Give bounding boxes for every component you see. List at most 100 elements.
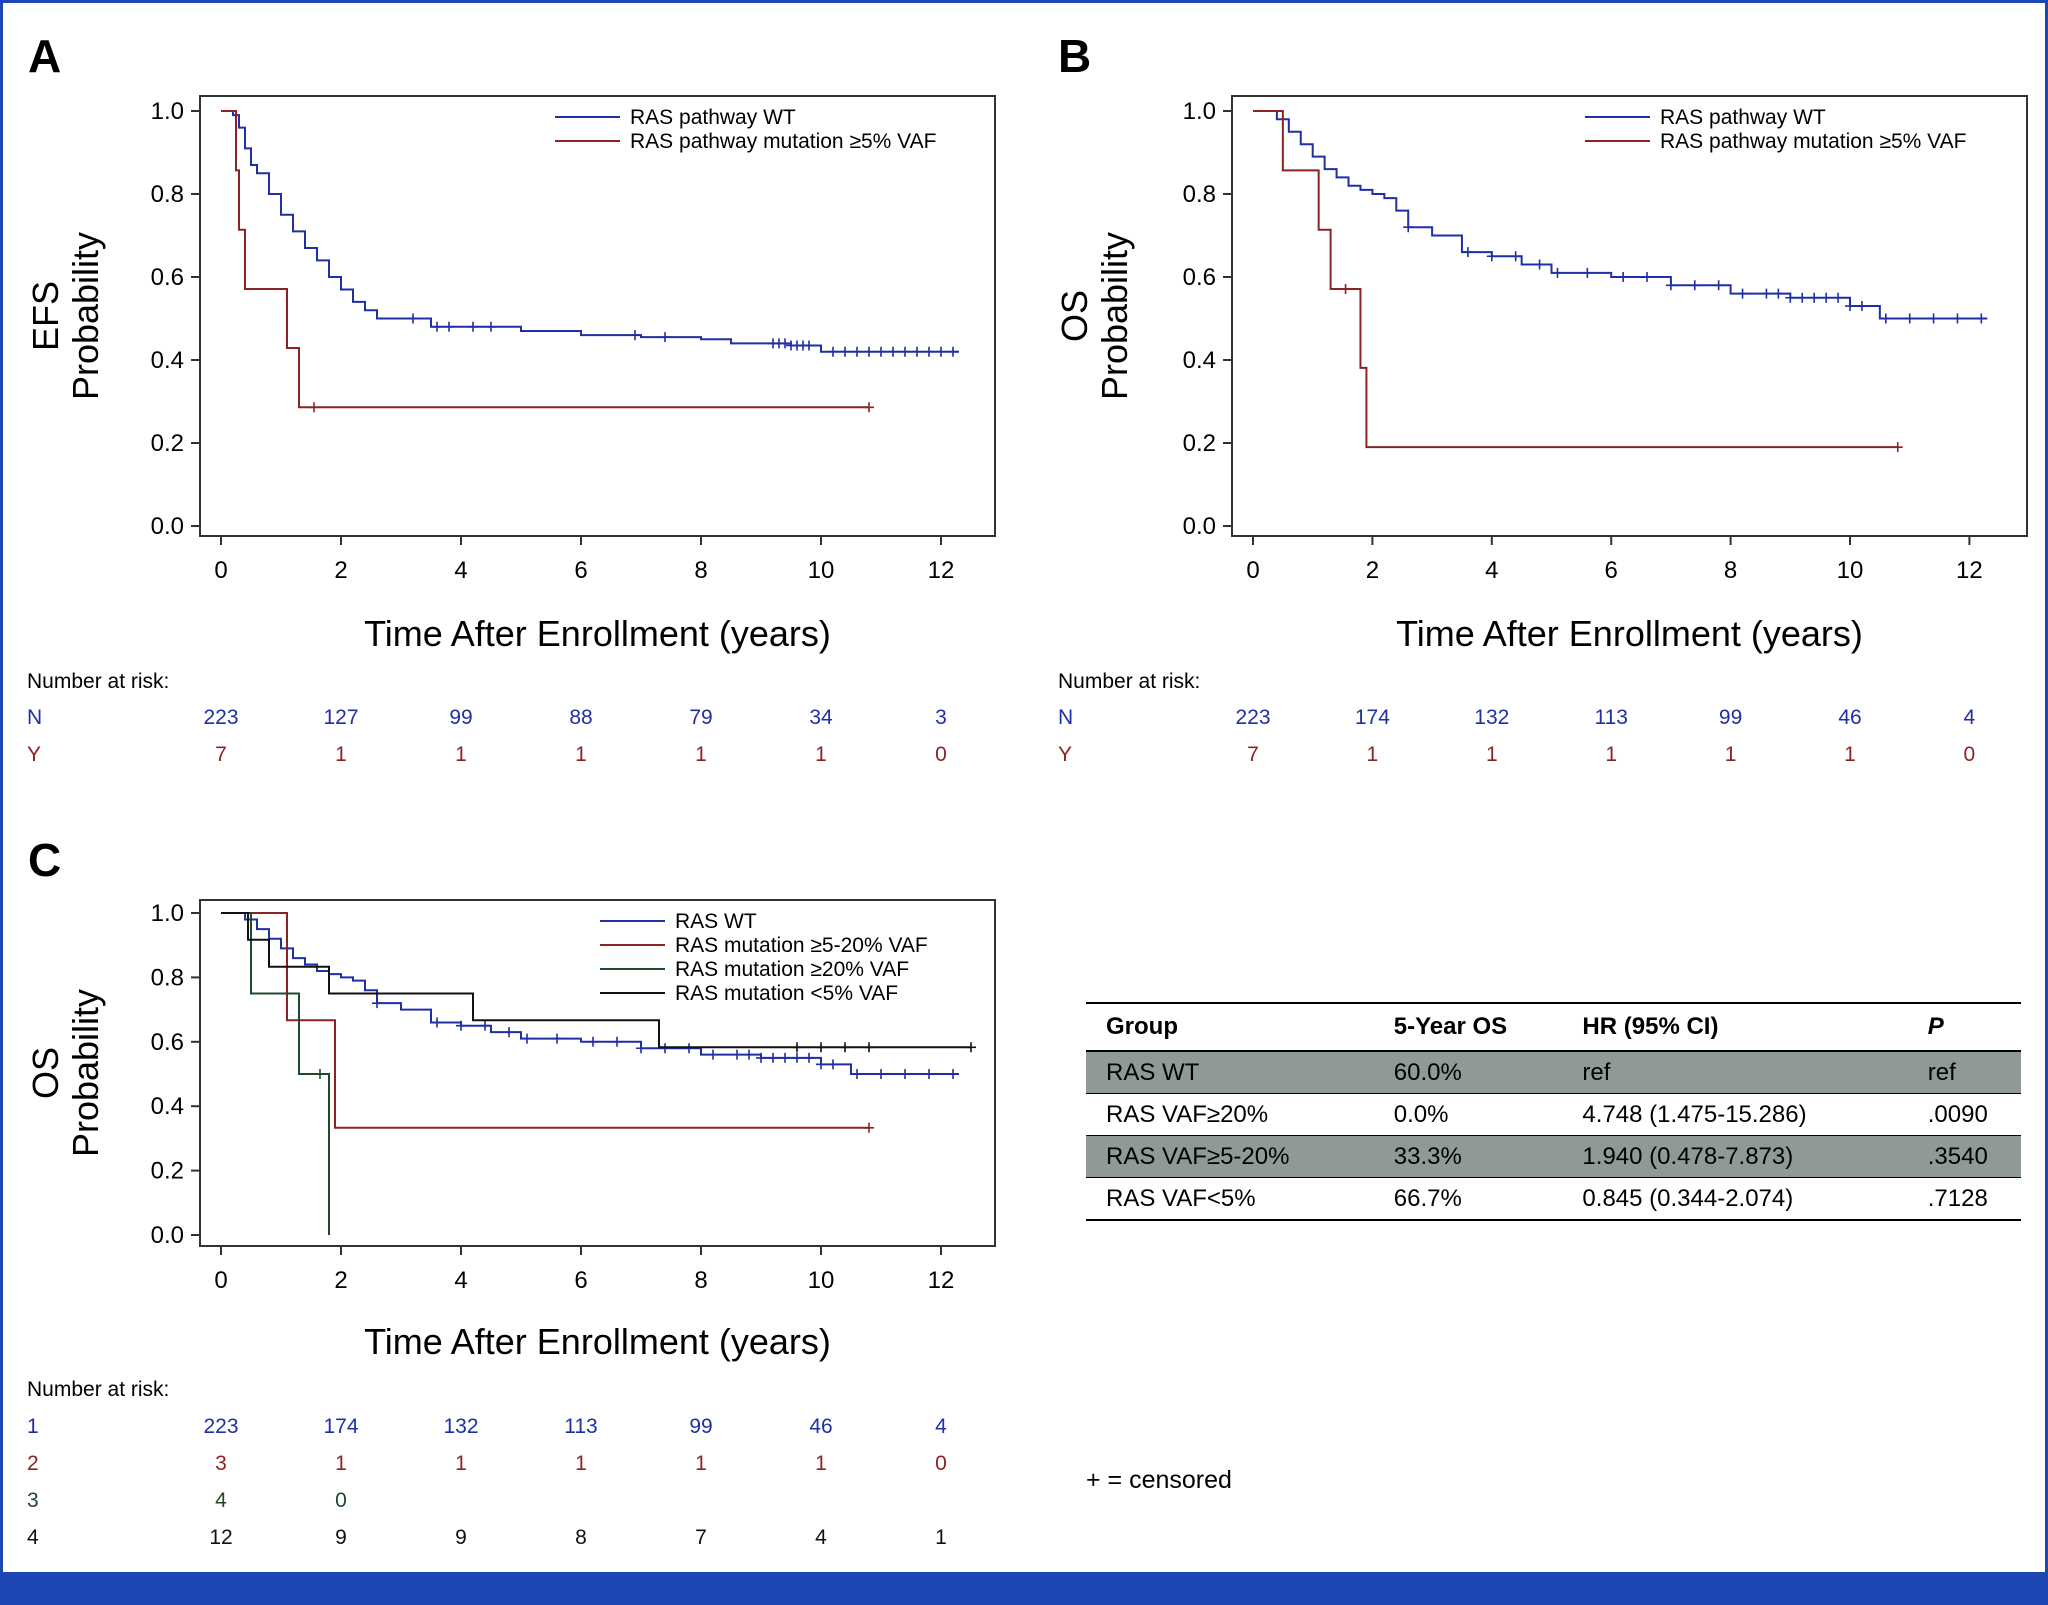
y-tick-label: 0.8 — [151, 181, 184, 208]
censor-mark — [1809, 292, 1820, 303]
censor-mark — [522, 1033, 532, 1044]
legend-label: RAS WT — [675, 910, 757, 933]
risk-count: 1 — [1725, 743, 1737, 766]
censor-mark — [432, 321, 442, 332]
risk-count: 4 — [935, 1415, 947, 1438]
risk-count: 99 — [449, 706, 472, 729]
censor-mark — [1952, 313, 1963, 324]
table-cell: ref — [1907, 1051, 2021, 1094]
frame-bottom-bar — [0, 1572, 2048, 1605]
risk-count: 1 — [1844, 743, 1856, 766]
y-tick-label: 0.6 — [151, 264, 184, 291]
censor-mark — [1797, 292, 1808, 303]
x-axis-label: Time After Enrollment (years) — [1396, 613, 1863, 654]
x-tick-label: 8 — [694, 557, 707, 584]
censor-note: + = censored — [1086, 1466, 1232, 1494]
x-tick-label: 2 — [334, 1267, 347, 1294]
risk-count: 223 — [1235, 706, 1270, 729]
risk-count: 46 — [1838, 706, 1861, 729]
summary-header-group: Group — [1086, 1003, 1374, 1052]
km-series-line — [221, 110, 869, 409]
risk-count: 1 — [935, 1526, 947, 1549]
risk-row-label: N — [1058, 706, 1073, 729]
table-cell: 66.7% — [1373, 1177, 1563, 1221]
censor-mark — [1785, 292, 1796, 303]
censor-mark — [900, 346, 910, 357]
risk-count: 0 — [1964, 743, 1976, 766]
censor-mark — [924, 1069, 934, 1079]
risk-count: 46 — [809, 1415, 832, 1438]
risk-count: 1 — [1486, 743, 1498, 766]
risk-count: 132 — [443, 1415, 478, 1438]
risk-count: 113 — [564, 1415, 597, 1438]
table-cell: .7128 — [1907, 1177, 2021, 1221]
risk-count: 113 — [1594, 706, 1627, 729]
censor-mark — [552, 1033, 562, 1044]
y-tick-label: 0.4 — [1183, 347, 1216, 374]
x-tick-label: 4 — [1485, 557, 1498, 584]
censor-mark — [444, 321, 454, 332]
risk-count: 0 — [335, 1489, 347, 1512]
x-tick-label: 12 — [1956, 557, 1983, 584]
panel-letter: A — [28, 30, 61, 82]
risk-count: 223 — [203, 1415, 238, 1438]
censor-mark — [828, 346, 838, 357]
panel-letter: B — [1058, 30, 1091, 82]
censor-mark — [1856, 301, 1867, 312]
risk-count: 1 — [815, 1452, 827, 1475]
censor-mark — [864, 1042, 874, 1053]
risk-count: 223 — [203, 706, 238, 729]
censor-mark — [1713, 280, 1724, 291]
table-cell: 60.0% — [1373, 1051, 1563, 1094]
censor-mark — [900, 1069, 910, 1079]
censor-mark — [1880, 313, 1891, 324]
censor-mark — [1486, 251, 1497, 262]
risk-row-label: N — [27, 706, 42, 729]
censor-mark — [636, 1043, 646, 1054]
censor-mark — [486, 321, 496, 332]
y-tick-label: 0.0 — [151, 513, 184, 540]
censor-mark — [816, 1059, 826, 1070]
table-cell: RAS WT — [1086, 1051, 1374, 1094]
risk-count: 9 — [335, 1526, 347, 1549]
y-tick-label: 0.0 — [151, 1222, 184, 1249]
frame-left — [0, 0, 3, 1572]
risk-table-title: Number at risk: — [1058, 670, 1200, 693]
summary-header-5yr-os: 5-Year OS — [1373, 1003, 1563, 1052]
censor-mark — [708, 1049, 718, 1060]
y-tick-label: 0.6 — [1183, 264, 1216, 291]
censor-mark — [1510, 251, 1521, 262]
km-series-line — [1253, 110, 1988, 320]
censor-mark — [1689, 280, 1700, 291]
y-tick-label: 0.0 — [1183, 513, 1216, 540]
censor-mark — [804, 1052, 814, 1063]
x-tick-label: 6 — [574, 557, 587, 584]
risk-count: 1 — [1605, 743, 1617, 766]
risk-count: 4 — [215, 1489, 227, 1512]
x-tick-label: 12 — [928, 557, 955, 584]
risk-count: 1 — [695, 1452, 707, 1475]
risk-count: 1 — [815, 743, 827, 766]
y-tick-label: 0.8 — [151, 964, 184, 991]
censor-mark — [1761, 288, 1772, 299]
y-tick-label: 0.6 — [151, 1029, 184, 1056]
censor-mark — [816, 1042, 826, 1053]
censor-mark — [1904, 313, 1915, 324]
summary-header-hr: HR (95% CI) — [1562, 1003, 1908, 1052]
censor-mark — [792, 1052, 802, 1063]
censor-mark — [480, 1020, 490, 1031]
censor-mark — [864, 346, 874, 357]
censor-mark — [1552, 267, 1563, 278]
risk-count: 1 — [575, 743, 587, 766]
x-tick-label: 10 — [808, 1267, 835, 1294]
x-tick-label: 2 — [334, 557, 347, 584]
summary-header-p: P — [1907, 1003, 2021, 1052]
x-tick-label: 4 — [454, 1267, 467, 1294]
censor-mark — [1976, 313, 1987, 324]
censor-mark — [504, 1027, 514, 1038]
risk-count: 12 — [209, 1526, 232, 1549]
legend-label: RAS mutation ≥5-20% VAF — [675, 934, 928, 957]
y-axis-label-line2: Probability — [65, 989, 106, 1157]
y-axis-label-line1: OS — [1054, 290, 1095, 342]
